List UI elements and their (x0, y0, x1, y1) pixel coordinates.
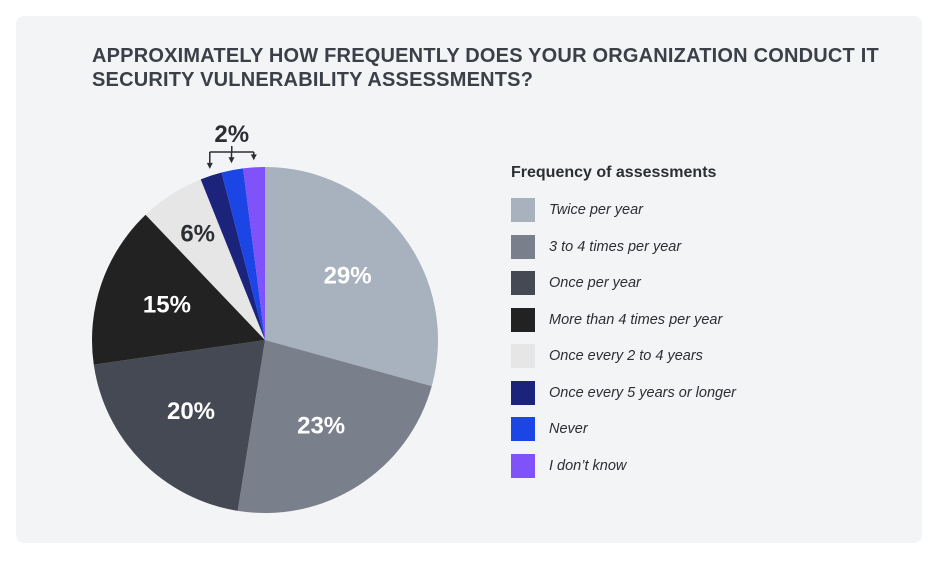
legend-label: Never (549, 421, 588, 437)
legend-swatch (511, 344, 535, 368)
pie-slice (200, 172, 265, 340)
legend-swatch (511, 234, 535, 259)
pie-slice (145, 179, 265, 340)
legend-item: I don’t know (511, 453, 891, 478)
pie-slice (243, 167, 265, 340)
pie-slice (93, 340, 265, 511)
slice-label: 6% (180, 221, 215, 248)
legend-item: More than 4 times per year (511, 307, 891, 332)
callout-label: 2% (214, 121, 249, 148)
chart-title: APPROXIMATELY HOW FREQUENTLY DOES YOUR O… (92, 45, 879, 91)
callout-arrow (228, 157, 235, 164)
legend-swatch (511, 417, 535, 441)
legend-item: Once every 2 to 4 years (511, 344, 891, 368)
legend-label: Once per year (549, 275, 641, 291)
callout-arrow (250, 154, 257, 161)
legend-item: Once per year (511, 271, 891, 295)
legend-title: Frequency of assessments (511, 164, 717, 181)
legend-swatch (511, 198, 535, 222)
legend-item: Never (511, 417, 891, 441)
legend-label: I don’t know (549, 457, 627, 474)
legend-item: Twice per year (511, 198, 891, 222)
legend-label: Once every 5 years or longer (549, 384, 736, 401)
legend-item: Once every 5 years or longer (511, 380, 891, 405)
slice-label: 15% (143, 291, 191, 318)
legend-item: 3 to 4 times per year (511, 234, 891, 259)
pie-slice (237, 340, 432, 513)
slice-label: 29% (324, 262, 372, 289)
callout-arrow (206, 162, 213, 169)
legend-swatch (511, 307, 535, 332)
legend: Frequency of assessments Twice per year 3… (511, 164, 891, 490)
pie-slice (265, 167, 438, 387)
legend-label: Twice per year (549, 202, 644, 218)
legend-label: Once every 2 to 4 years (549, 348, 703, 364)
slice-label: 23% (297, 413, 345, 440)
pie-slice (92, 214, 265, 365)
legend-label: 3 to 4 times per year (549, 238, 682, 255)
legend-swatch (511, 380, 535, 405)
pie-slice (221, 168, 265, 340)
legend-swatch (511, 271, 535, 295)
slice-label: 20% (167, 398, 215, 425)
legend-label: More than 4 times per year (549, 311, 723, 328)
legend-swatch (511, 453, 535, 478)
